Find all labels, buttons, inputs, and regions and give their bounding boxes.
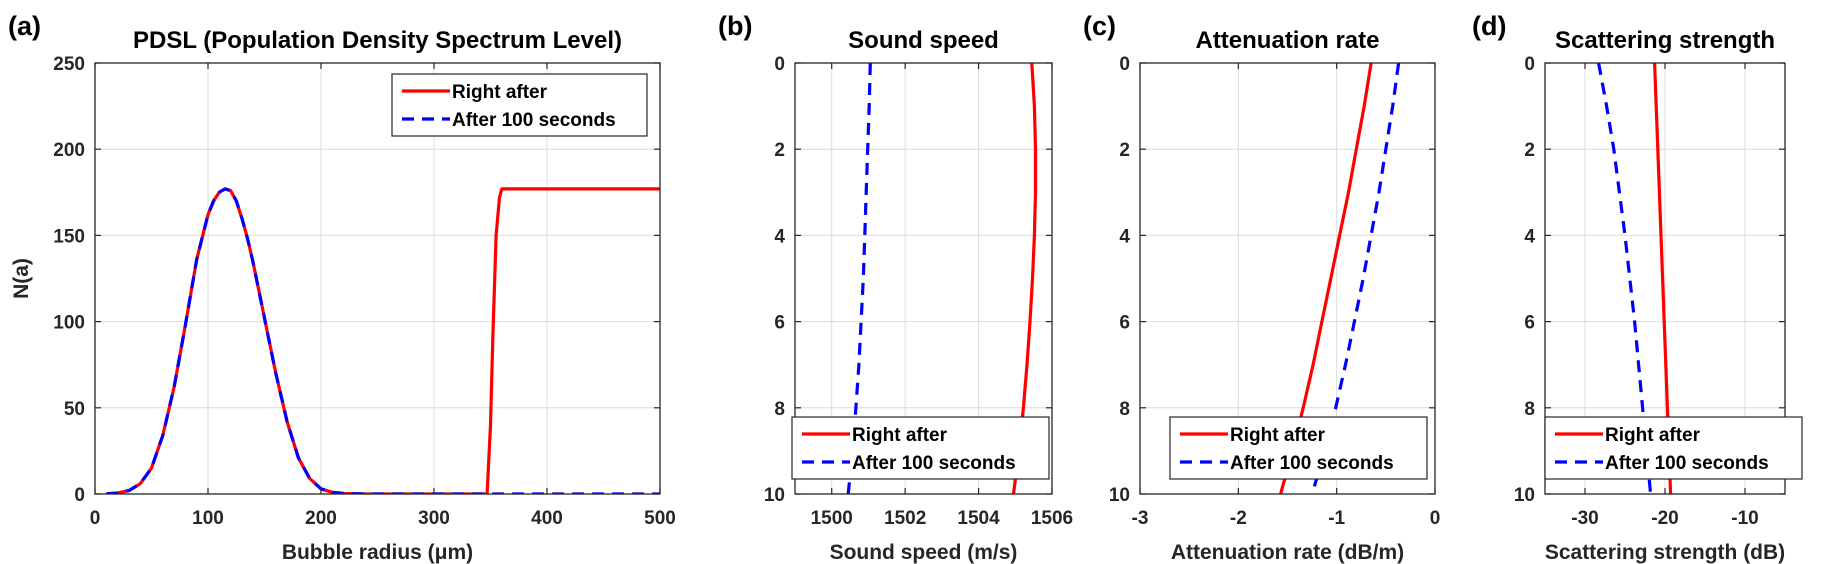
panel-label: (b) [718, 11, 752, 41]
y-tick-label: 6 [1524, 313, 1535, 334]
chart-title: Scattering strength [1555, 27, 1775, 54]
y-tick-label: 2 [774, 140, 785, 161]
legend-label: After 100 seconds [852, 453, 1016, 474]
y-tick-label: 4 [1119, 226, 1130, 247]
legend: Right after After 100 seconds [792, 417, 1049, 479]
chart-panel-d: -30 -20 -10 0 2 4 6 8 10 Scattering strength (d) Sc… [1472, 11, 1802, 564]
y-tick-label: 0 [774, 54, 785, 75]
y-tick-label: 100 [53, 313, 85, 334]
y-tick-label: 0 [1119, 54, 1130, 75]
legend: Right after After 100 seconds [1545, 417, 1802, 479]
x-tick-label: -20 [1651, 508, 1678, 529]
legend-label: Right after [852, 425, 948, 446]
y-tick-label: 8 [774, 399, 785, 420]
y-tick-label: 4 [1524, 226, 1535, 247]
y-tick-label: 8 [1119, 399, 1130, 420]
y-tick-label: 10 [764, 485, 785, 506]
x-tick-label: 1500 [811, 508, 853, 529]
x-tick-label: -10 [1731, 508, 1758, 529]
legend-label: After 100 seconds [452, 110, 616, 131]
y-tick-label: 0 [74, 485, 85, 506]
chart-panel-b: 1500 1502 1504 1506 0 2 4 6 8 10 Sound speed (b) Sou… [718, 11, 1073, 564]
legend-label: Right after [452, 82, 548, 103]
legend: Right after After 100 seconds [392, 74, 647, 136]
panel-label: (a) [8, 11, 41, 41]
x-tick-label: 1506 [1031, 508, 1073, 529]
chart-title: Sound speed [848, 27, 999, 54]
series-line-right-after [106, 189, 660, 494]
x-tick-label: 0 [90, 508, 101, 529]
x-tick-label: -2 [1230, 508, 1247, 529]
y-axis-label: N(a) [10, 258, 33, 299]
y-tick-label: 10 [1109, 485, 1130, 506]
y-tick-label: 200 [53, 140, 85, 161]
chart-title: Attenuation rate [1195, 27, 1379, 54]
legend: Right after After 100 seconds [1170, 417, 1427, 479]
x-tick-label: 1504 [957, 508, 1000, 529]
legend-label: After 100 seconds [1230, 453, 1394, 474]
x-tick-label: 500 [644, 508, 676, 529]
x-tick-label: 100 [192, 508, 224, 529]
y-tick-label: 8 [1524, 399, 1535, 420]
x-tick-label: -3 [1132, 508, 1149, 529]
x-axis-label: Scattering strength (dB) [1545, 541, 1785, 564]
y-tick-label: 6 [1119, 313, 1130, 334]
chart-title: PDSL (Population Density Spectrum Level) [133, 27, 622, 54]
y-tick-label: 250 [53, 54, 85, 75]
legend-label: Right after [1605, 425, 1701, 446]
x-axis-label: Bubble radius (μm) [282, 541, 473, 564]
x-tick-label: 400 [531, 508, 563, 529]
y-tick-label: 4 [774, 226, 785, 247]
legend-label: Right after [1230, 425, 1326, 446]
y-tick-label: 150 [53, 226, 85, 247]
x-tick-label: 300 [418, 508, 450, 529]
x-tick-label: -30 [1571, 508, 1598, 529]
x-tick-label: -1 [1328, 508, 1345, 529]
y-tick-label: 2 [1524, 140, 1535, 161]
chart-panel-c: -3 -2 -1 0 0 2 4 6 8 10 Attenuation rate (c) Attenua… [1083, 11, 1440, 564]
series-line-after-100-seconds [106, 189, 660, 494]
y-tick-label: 2 [1119, 140, 1130, 161]
x-tick-label: 0 [1430, 508, 1441, 529]
y-tick-label: 50 [64, 399, 85, 420]
panel-label: (c) [1083, 11, 1116, 41]
x-tick-label: 200 [305, 508, 337, 529]
x-axis-label: Attenuation rate (dB/m) [1171, 541, 1404, 564]
y-tick-label: 6 [774, 313, 785, 334]
legend-label: After 100 seconds [1605, 453, 1769, 474]
panel-label: (d) [1472, 11, 1506, 41]
x-axis-label: Sound speed (m/s) [830, 541, 1018, 564]
y-tick-label: 10 [1514, 485, 1535, 506]
x-tick-label: 1502 [884, 508, 926, 529]
chart-panel-a: 0 100 200 300 400 500 0 50 100 150 200 250 PDSL (Pop… [8, 11, 676, 564]
y-tick-label: 0 [1524, 54, 1535, 75]
